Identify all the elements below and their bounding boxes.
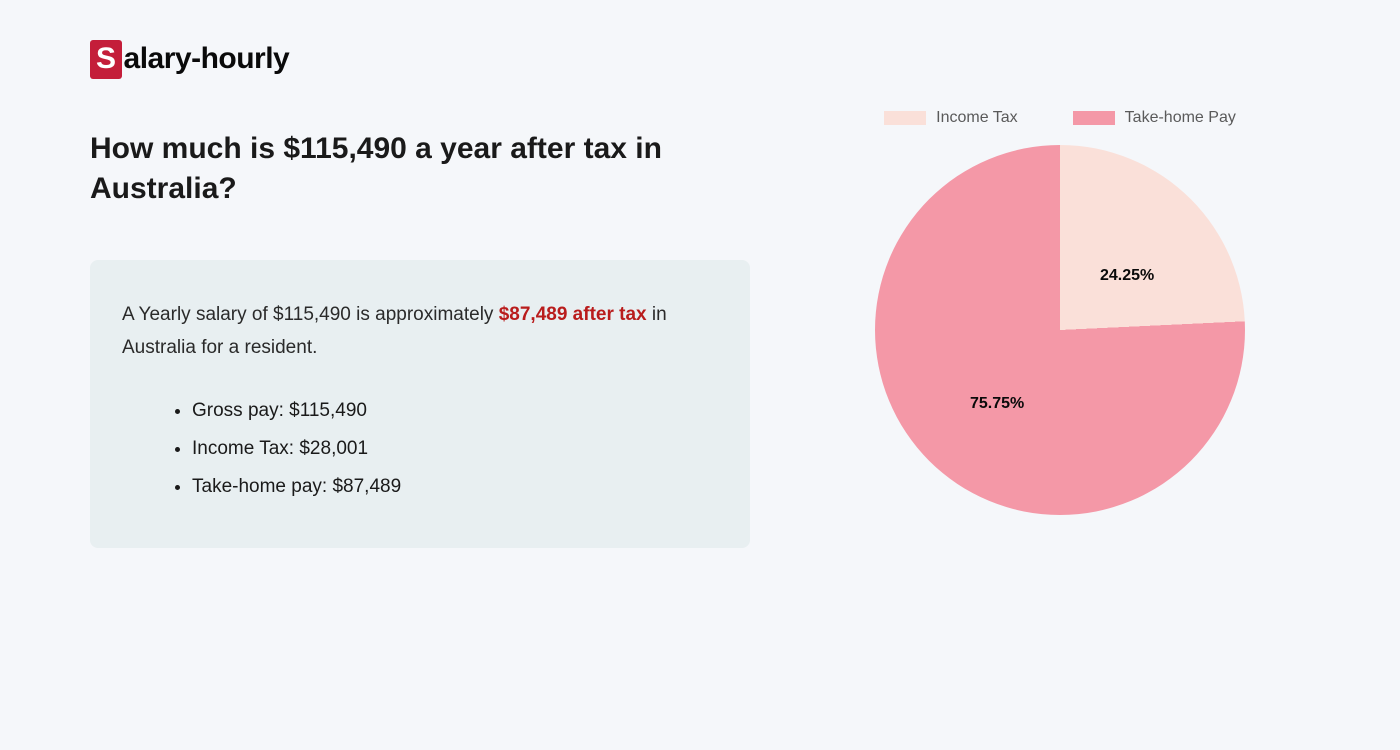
chart-legend: Income Tax Take-home Pay xyxy=(884,109,1236,127)
summary-highlight: $87,489 after tax xyxy=(499,304,647,325)
main-container: How much is $115,490 a year after tax in… xyxy=(90,129,1310,549)
summary-text: A Yearly salary of $115,490 is approxima… xyxy=(122,298,718,365)
logo: Salary-hourly xyxy=(90,40,1310,79)
logo-text: alary-hourly xyxy=(124,42,290,76)
legend-label: Take-home Pay xyxy=(1125,109,1236,127)
pie-chart: 24.25% 75.75% xyxy=(875,145,1245,515)
list-item: Gross pay: $115,490 xyxy=(192,392,718,430)
page-heading: How much is $115,490 a year after tax in… xyxy=(90,129,750,210)
list-item: Take-home pay: $87,489 xyxy=(192,468,718,506)
pie-label-income-tax: 24.25% xyxy=(1100,267,1154,285)
legend-label: Income Tax xyxy=(936,109,1018,127)
legend-item-income-tax: Income Tax xyxy=(884,109,1018,127)
legend-item-take-home: Take-home Pay xyxy=(1073,109,1236,127)
pie-label-take-home: 75.75% xyxy=(970,395,1024,413)
summary-pre: A Yearly salary of $115,490 is approxima… xyxy=(122,304,499,325)
legend-swatch xyxy=(1073,111,1115,125)
breakdown-list: Gross pay: $115,490 Income Tax: $28,001 … xyxy=(122,392,718,506)
left-panel: How much is $115,490 a year after tax in… xyxy=(90,129,750,549)
logo-prefix: S xyxy=(90,40,122,79)
legend-swatch xyxy=(884,111,926,125)
list-item: Income Tax: $28,001 xyxy=(192,430,718,468)
chart-panel: Income Tax Take-home Pay 24.25% 75.75% xyxy=(810,109,1310,549)
pie-graphic xyxy=(875,145,1245,515)
info-box: A Yearly salary of $115,490 is approxima… xyxy=(90,260,750,549)
